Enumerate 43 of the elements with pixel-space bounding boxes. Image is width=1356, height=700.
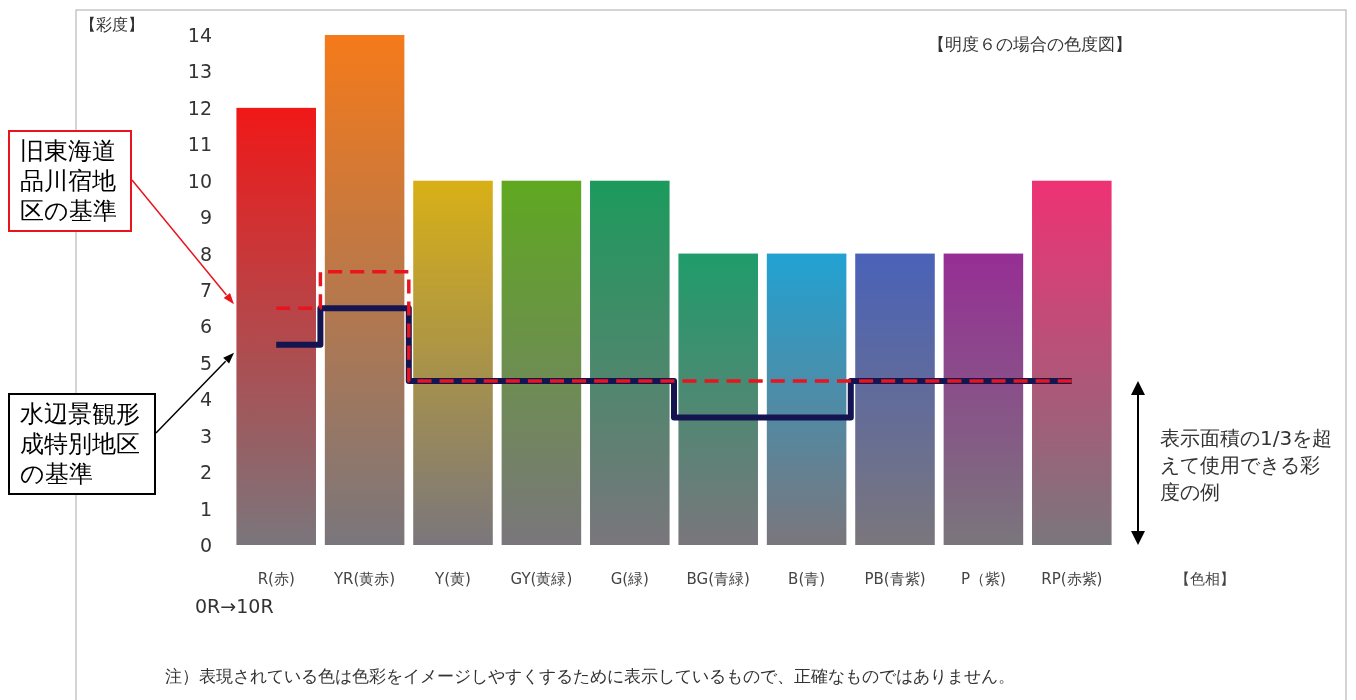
x-tick-label: P（紫) [960,570,1006,588]
bar [324,35,405,545]
x-tick-label: PB(青紫) [864,570,926,588]
chart-title: 【明度６の場合の色度図】 [928,34,1132,54]
x-tick-label: R(赤) [257,570,295,588]
y-tick-label: 11 [187,133,212,156]
text: 注）表現されている色は色彩をイメージしやすくするために表示しているもので、正確なものではありません。 [165,665,1016,688]
y-tick-label: 10 [187,169,212,192]
y-tick-label: 12 [187,96,212,119]
x-tick-label: Y(黄) [434,570,471,588]
bar [236,107,316,545]
bar [501,180,582,545]
y-tick-label: 13 [187,60,212,83]
y-tick-label: 2 [199,461,212,484]
y-tick-label: 7 [199,279,212,301]
text: 表示面積の1/3を超えて使用できる彩度の例 [1160,425,1334,506]
y-tick-label: 4 [199,388,212,411]
bar [766,253,847,545]
y-tick-label: 9 [199,206,212,229]
y-tick-label: 14 [187,24,212,46]
x-tick-label: B(青) [788,570,826,588]
x-tick-label: RP(赤紫) [1041,570,1103,588]
x-tick-label: BG(青緑) [686,570,750,588]
x-tick-label: GY(黄緑) [510,570,573,588]
y-tick-label: 0 [199,534,212,556]
y-axis-title: 【彩度】 [80,15,144,34]
bar [1032,180,1112,545]
x-tick-label: YR(黄赤) [332,570,396,588]
text: 水辺景観形成特別地区の基準 [8,393,156,495]
text: 0R→10R [195,595,275,617]
y-tick-label: 8 [199,242,212,265]
y-tick-label: 1 [199,497,212,520]
bar [678,253,758,545]
bar [855,253,935,545]
bar [943,253,1024,545]
y-tick-label: 6 [199,315,212,338]
bar [413,180,493,545]
x-tick-label: G(緑) [610,570,649,588]
text: 旧東海道品川宿地区の基準 [8,130,132,232]
x-axis-title: 【色相】 [1175,570,1235,588]
bar [590,180,670,545]
y-tick-label: 5 [199,351,212,374]
y-tick-label: 3 [199,424,212,447]
